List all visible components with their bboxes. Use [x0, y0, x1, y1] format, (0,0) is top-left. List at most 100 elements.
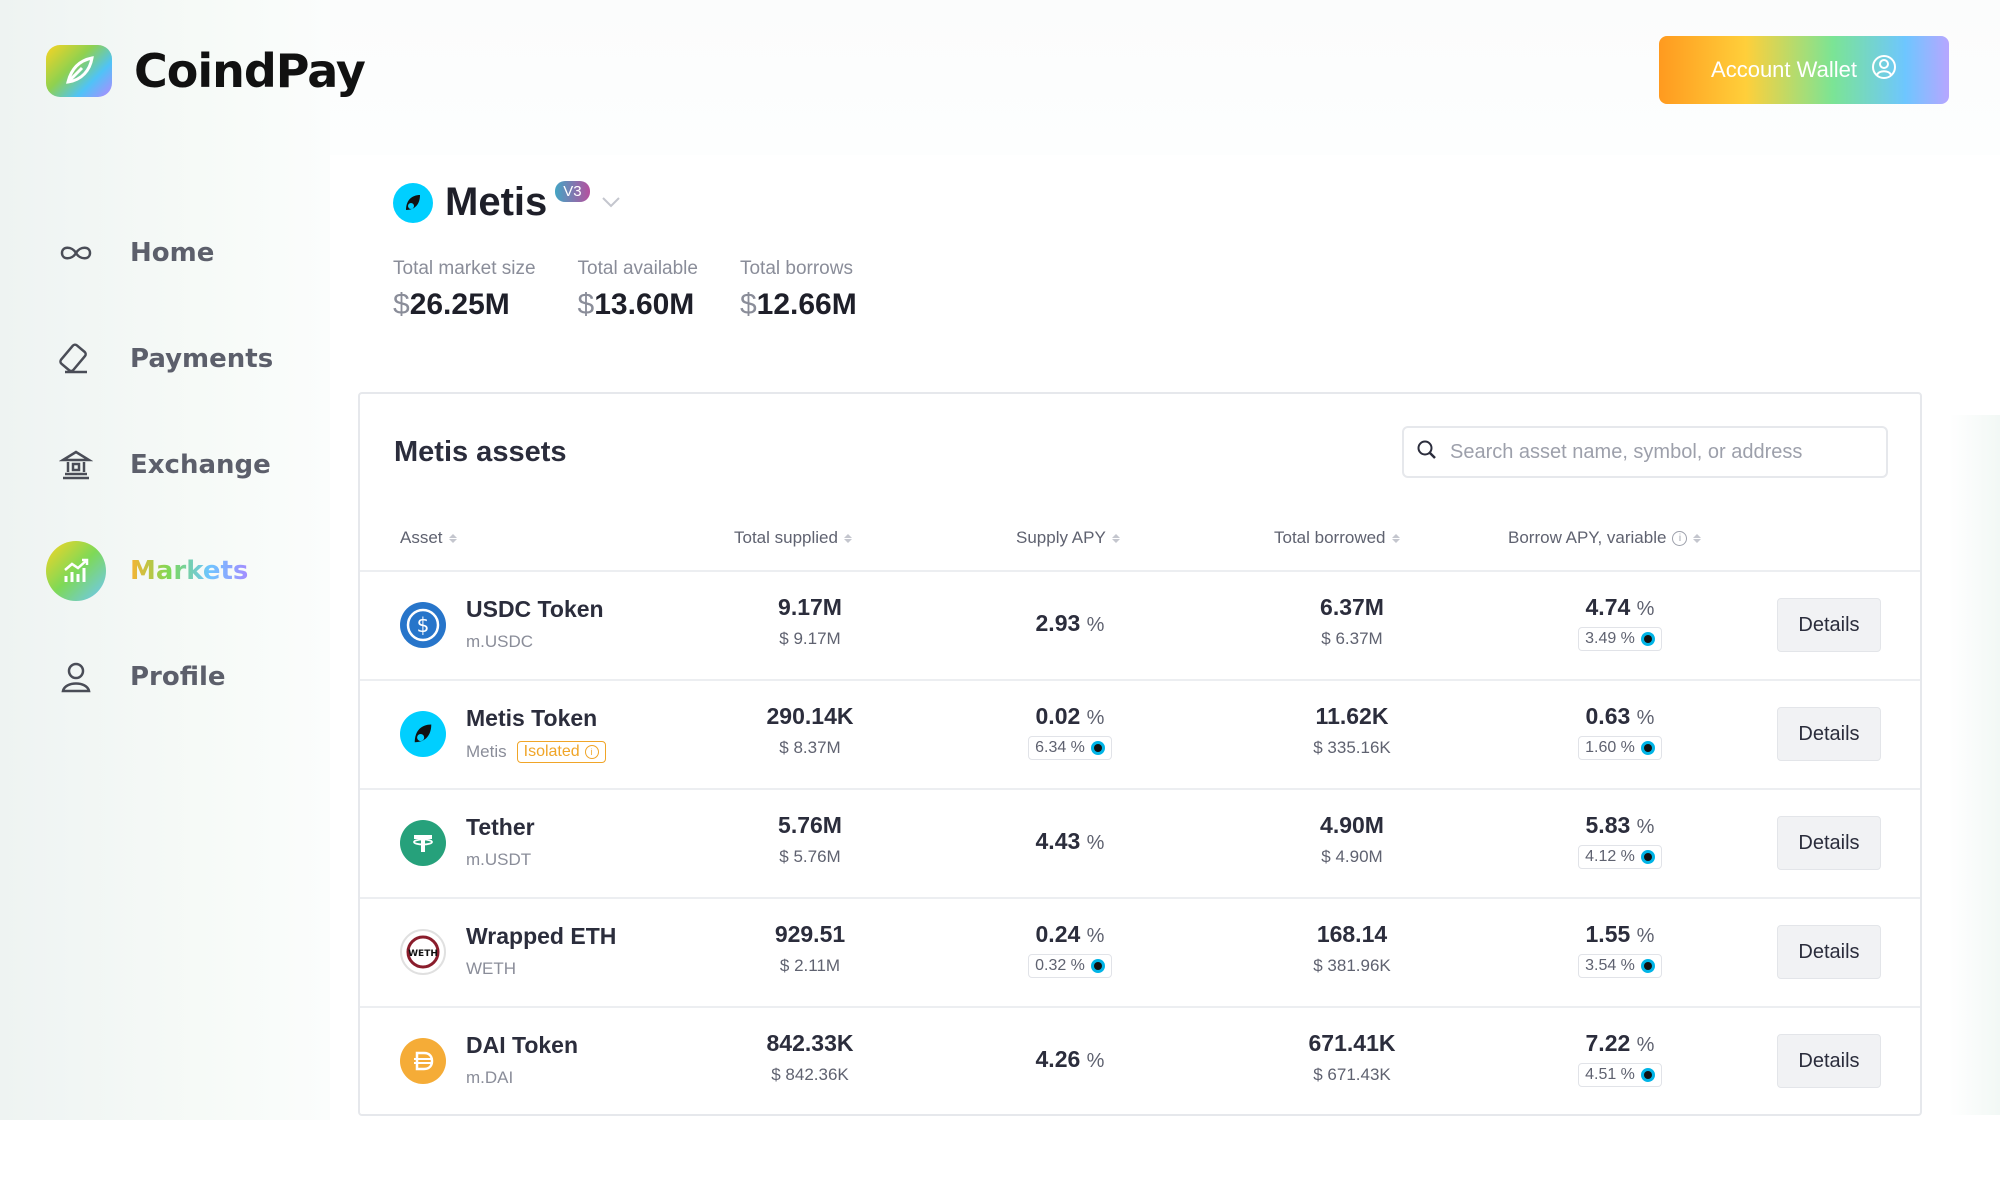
incentive-badge[interactable]: 4.12 %	[1578, 845, 1662, 869]
stat-value: $12.66M	[739, 288, 857, 321]
incentive-badge[interactable]: 3.54 %	[1578, 954, 1662, 978]
dai-icon	[400, 1038, 446, 1084]
info-icon: i	[584, 745, 599, 759]
tether-icon	[400, 820, 446, 866]
stat-value: $13.60M	[577, 288, 695, 321]
sidebar-item-label: Home	[130, 238, 215, 268]
stat-label: Total available	[577, 258, 698, 279]
table-row[interactable]: DAI Token m.DAI 842.33K $ 842.36K 4.26 % …	[360, 1006, 1920, 1115]
metis-icon	[400, 711, 446, 757]
sidebar-item-profile[interactable]: Profile	[46, 624, 273, 730]
total-borrowed-cell: 168.14 $ 381.96K	[1313, 921, 1391, 975]
right-decoration	[1950, 415, 2000, 1115]
details-button[interactable]: Details	[1777, 925, 1881, 979]
usdc-icon: $	[400, 602, 446, 648]
market-name: Metis	[445, 180, 548, 224]
search-input[interactable]	[1450, 440, 1870, 464]
supply-apy-cell: 0.24 % 0.32 %	[990, 921, 1150, 978]
svg-text:$: $	[417, 613, 430, 637]
svg-text:WETH: WETH	[408, 949, 438, 959]
search-icon	[1416, 439, 1438, 466]
details-button[interactable]: Details	[1777, 707, 1881, 761]
sort-icon	[843, 533, 852, 543]
card-pen-icon	[46, 329, 106, 389]
leaf-logo-icon	[46, 45, 112, 97]
borrow-apy-cell: 5.83 % 4.12 %	[1540, 812, 1700, 869]
brand-logo[interactable]: CoindPay	[46, 44, 366, 98]
market-stats: Total market size $26.25M Total availabl…	[393, 258, 857, 322]
incentive-badge[interactable]: 4.51 %	[1578, 1063, 1662, 1087]
asset-name: Metis Token	[466, 705, 598, 731]
stat-label: Total borrows	[739, 258, 853, 279]
borrow-apy-cell: 1.55 % 3.54 %	[1540, 921, 1700, 978]
stat-label: Total market size	[393, 258, 536, 279]
metis-incentive-icon	[1640, 632, 1655, 646]
asset-symbol: m.USDC	[466, 632, 534, 651]
sidebar-item-markets[interactable]: Markets	[46, 518, 273, 624]
table-header: Asset Total supplied Supply APY Total bo…	[360, 528, 1920, 564]
assets-card: Metis assets Asset Total supplied Supply…	[358, 392, 1922, 1116]
account-wallet-label: Account Wallet	[1711, 57, 1857, 82]
metis-incentive-icon	[1640, 959, 1655, 973]
chart-growth-icon	[46, 541, 106, 601]
stat-value: $26.25M	[393, 288, 510, 321]
incentive-badge[interactable]: 6.34 %	[1028, 736, 1112, 760]
borrow-apy-cell: 7.22 % 4.51 %	[1540, 1030, 1700, 1087]
version-badge: V3	[555, 181, 590, 202]
sidebar-item-label: Profile	[130, 662, 226, 692]
borrow-apy-cell: 0.63 % 1.60 %	[1540, 703, 1700, 760]
metis-logo-icon	[393, 182, 433, 223]
table-row[interactable]: Metis Token Metis Isolated i 290.14K $ 8.3…	[360, 679, 1920, 788]
user-icon	[46, 647, 106, 707]
total-borrowed-cell: 671.41K $ 671.43K	[1308, 1030, 1396, 1084]
isolated-badge[interactable]: Isolated i	[516, 741, 606, 763]
total-supplied-cell: 9.17M $ 9.17M	[778, 594, 842, 648]
column-asset[interactable]: Asset	[400, 528, 457, 548]
total-borrowed-cell: 4.90M $ 4.90M	[1320, 812, 1384, 866]
sidebar-item-exchange[interactable]: Exchange	[46, 412, 273, 518]
incentive-badge[interactable]: 0.32 %	[1028, 954, 1112, 978]
total-supplied-cell: 842.33K $ 842.36K	[766, 1030, 854, 1084]
details-button[interactable]: Details	[1777, 816, 1881, 870]
weth-icon: WETH	[400, 929, 446, 975]
total-supplied-cell: 5.76M $ 5.76M	[778, 812, 842, 866]
asset-name: USDC Token	[466, 596, 604, 622]
sort-icon	[1391, 533, 1400, 543]
chevron-down-icon[interactable]	[600, 195, 622, 214]
metis-incentive-icon	[1640, 1068, 1655, 1082]
market-selector[interactable]: Metis V3	[393, 180, 622, 225]
column-total-supplied[interactable]: Total supplied	[734, 528, 852, 548]
incentive-badge[interactable]: 3.49 %	[1578, 627, 1662, 651]
sidebar-item-payments[interactable]: Payments	[46, 306, 273, 412]
sidebar-nav: Home Payments Exchange Markets Profile	[46, 200, 273, 730]
asset-symbol: WETH	[466, 959, 517, 978]
metis-incentive-icon	[1640, 850, 1655, 864]
search-box[interactable]	[1402, 426, 1888, 478]
infinity-icon	[46, 223, 106, 283]
user-circle-icon	[1871, 54, 1897, 86]
asset-symbol: Metis Isolated i	[466, 741, 606, 763]
account-wallet-button[interactable]: Account Wallet	[1659, 36, 1949, 104]
column-total-borrowed[interactable]: Total borrowed	[1274, 528, 1400, 548]
table-row[interactable]: Tether m.USDT 5.76M $ 5.76M 4.43 % 4.90M $…	[360, 788, 1920, 897]
asset-symbol: m.USDT	[466, 850, 532, 869]
supply-apy-cell: 4.43 %	[1035, 828, 1105, 854]
sidebar-item-home[interactable]: Home	[46, 200, 273, 306]
sidebar-item-label: Payments	[130, 344, 274, 374]
details-button[interactable]: Details	[1777, 598, 1881, 652]
column-supply-apy[interactable]: Supply APY	[1016, 528, 1120, 548]
total-borrowed-cell: 11.62K $ 335.16K	[1313, 703, 1391, 757]
details-button[interactable]: Details	[1777, 1034, 1881, 1088]
stat-total-available: Total available $13.60M	[578, 258, 698, 322]
brand-name: CoindPay	[134, 44, 366, 98]
total-supplied-cell: 290.14K $ 8.37M	[766, 703, 854, 757]
asset-name: Tether	[466, 814, 535, 840]
table-row[interactable]: $ USDC Token m.USDC 9.17M $ 9.17M 2.93 % …	[360, 570, 1920, 679]
supply-apy-cell: 2.93 %	[1035, 610, 1105, 636]
column-borrow-apy[interactable]: Borrow APY, variable i	[1508, 528, 1702, 548]
stat-total-borrows: Total borrows $12.66M	[740, 258, 857, 322]
total-supplied-cell: 929.51 $ 2.11M	[774, 921, 846, 975]
incentive-badge[interactable]: 1.60 %	[1578, 736, 1662, 760]
asset-symbol: m.DAI	[466, 1068, 514, 1087]
table-row[interactable]: WETH Wrapped ETH WETH 929.51 $ 2.11M 0.24…	[360, 897, 1920, 1006]
